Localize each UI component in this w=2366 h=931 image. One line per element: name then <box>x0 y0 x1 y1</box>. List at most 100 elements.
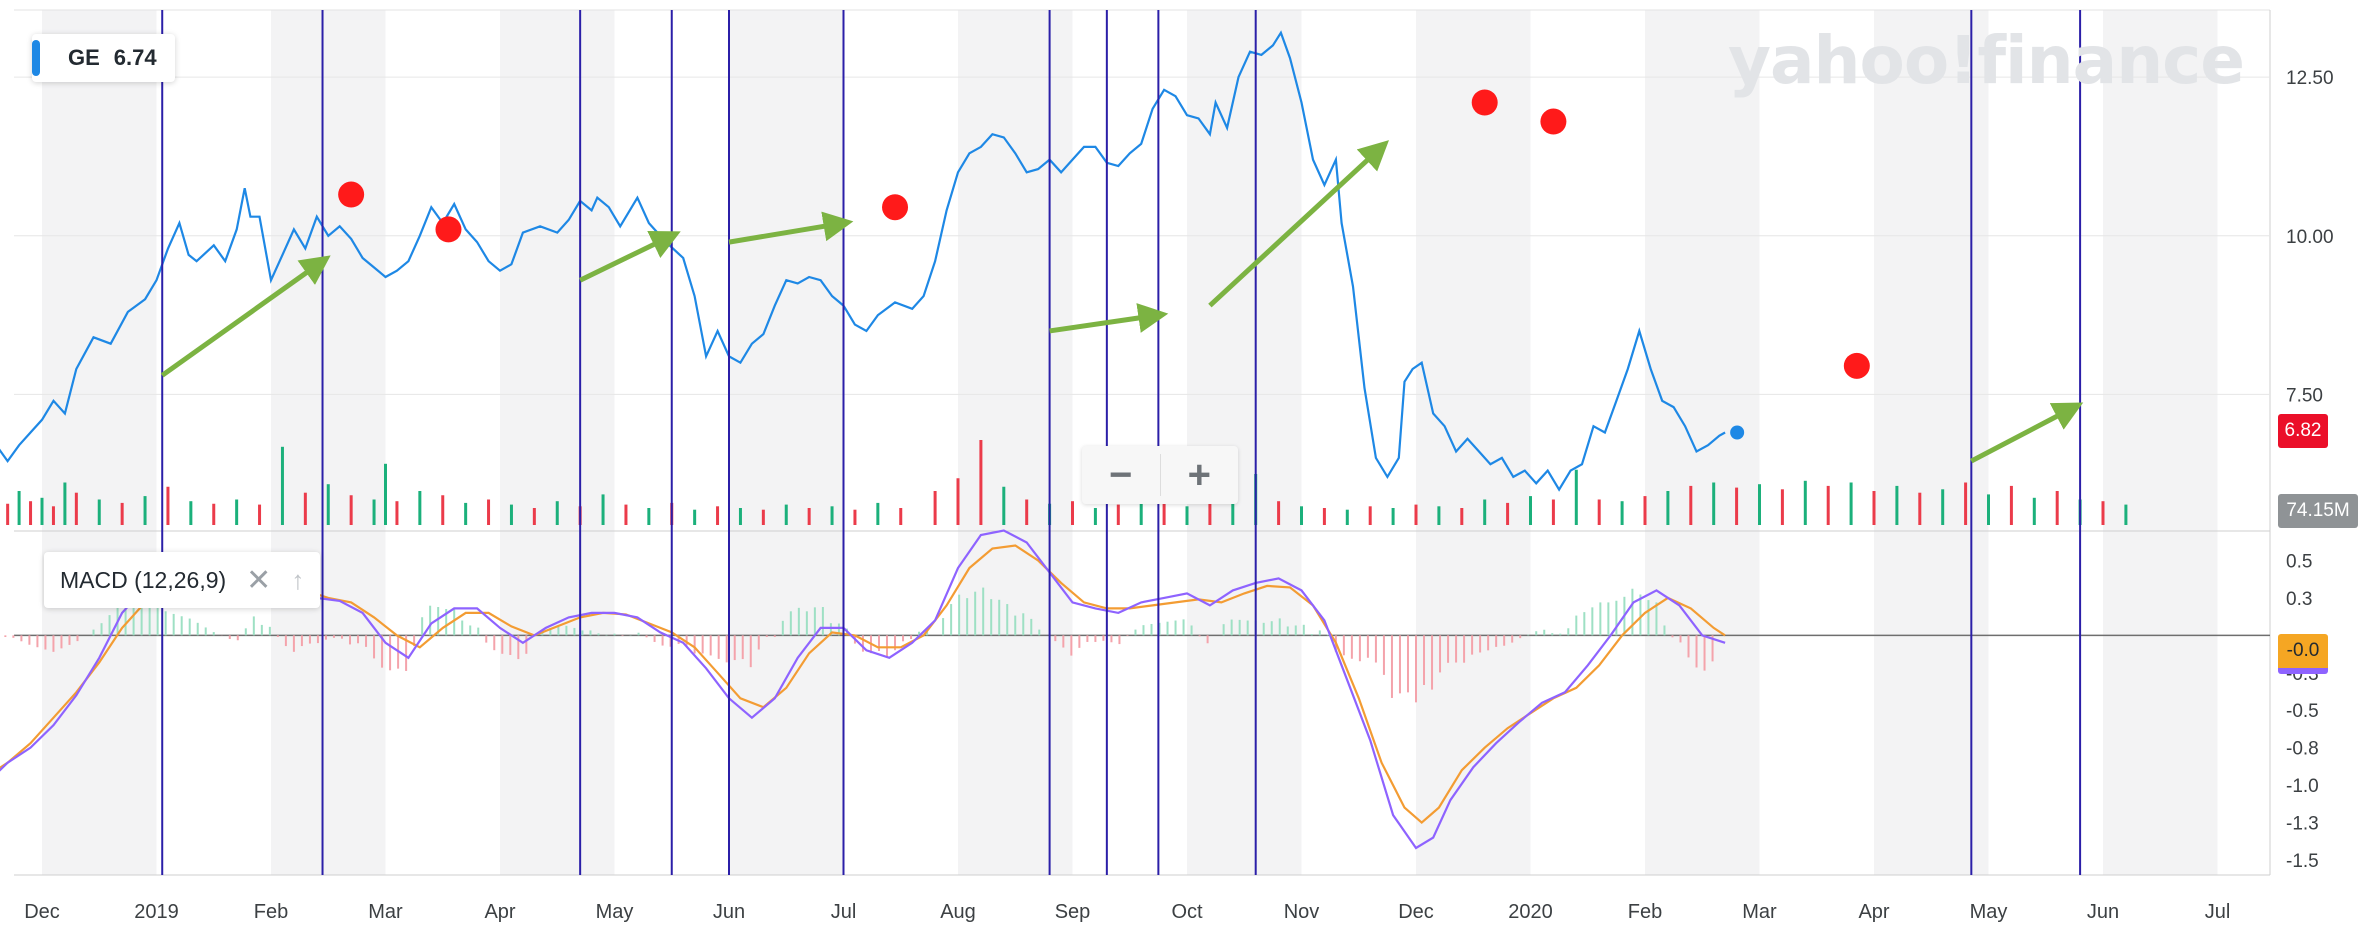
histogram-bar <box>260 624 263 636</box>
histogram-bar <box>1455 635 1458 663</box>
histogram-bar <box>781 620 784 636</box>
volume-bar <box>441 495 445 525</box>
histogram-bar <box>1294 625 1297 636</box>
histogram-bar <box>958 594 961 636</box>
volume-bar <box>1414 504 1418 525</box>
histogram-bar <box>445 608 448 636</box>
volume-bar <box>40 497 44 525</box>
macd-tick-label: 0.3 <box>2286 589 2312 610</box>
macd-tick-label: -1.0 <box>2286 776 2319 797</box>
histogram-bar <box>469 625 472 636</box>
histogram-bar <box>12 635 15 638</box>
volume-bar <box>693 509 697 525</box>
trend-arrow <box>579 230 681 283</box>
close-icon[interactable]: ✕ <box>246 563 272 597</box>
zoom-controls: − + <box>1082 446 1238 504</box>
histogram-bar <box>1559 633 1562 636</box>
histogram-bar <box>990 599 993 636</box>
histogram-bar <box>1439 635 1442 673</box>
axes: 12.5010.007.500.50.3-0.3-0.5-0.8-1.0-1.3… <box>24 68 2333 923</box>
histogram-bar <box>332 635 335 638</box>
histogram-bar <box>1094 635 1097 642</box>
volume-bar <box>624 504 628 525</box>
histogram-bar <box>1078 635 1081 648</box>
histogram-bar <box>132 602 135 636</box>
x-tick-label: Mar <box>1742 901 1777 923</box>
histogram-bar <box>1030 618 1033 636</box>
volume-bar <box>1597 499 1601 525</box>
histogram-bar <box>1382 635 1385 675</box>
histogram-bar <box>1038 629 1041 636</box>
month-bands <box>42 10 2218 875</box>
histogram-bar <box>1447 635 1450 663</box>
volume-bar <box>1574 469 1578 525</box>
zoom-in-button[interactable]: + <box>1187 452 1211 497</box>
histogram-bar <box>1679 635 1682 643</box>
histogram-bar <box>1174 620 1177 636</box>
histogram-bar <box>1158 622 1161 636</box>
month-band <box>500 10 615 875</box>
histogram-bar <box>1302 624 1305 636</box>
histogram-bar <box>1206 635 1209 644</box>
volume-bar <box>601 494 605 525</box>
histogram-bar <box>1310 634 1313 636</box>
histogram-bar <box>589 630 592 636</box>
histogram-bar <box>701 635 704 654</box>
histogram-bar <box>1270 621 1273 636</box>
histogram-bar <box>44 635 47 650</box>
volume-bar <box>1437 506 1441 525</box>
histogram-bar <box>20 635 23 642</box>
histogram-bar <box>52 635 55 652</box>
histogram-bar <box>1647 600 1650 636</box>
x-tick-label: Dec <box>24 901 60 923</box>
month-band <box>1645 10 1760 875</box>
histogram-bar <box>1631 588 1634 636</box>
histogram-bar <box>172 613 175 636</box>
histogram-bar <box>1230 619 1233 636</box>
histogram-bar <box>861 635 864 652</box>
zoom-out-button[interactable]: − <box>1109 452 1133 497</box>
histogram-bar <box>381 635 384 668</box>
volume-bar <box>1689 485 1693 525</box>
histogram-bar <box>1591 607 1594 636</box>
histogram-bar <box>1615 600 1618 636</box>
histogram-bar <box>773 635 776 638</box>
macd-histogram <box>4 587 1714 703</box>
histogram-bar <box>749 635 752 668</box>
histogram-bar <box>1118 635 1121 645</box>
volume-bar <box>17 491 21 525</box>
volume-bar <box>372 499 376 525</box>
histogram-bar <box>902 635 905 642</box>
histogram-bar <box>886 635 889 657</box>
histogram-bar <box>1567 628 1570 636</box>
histogram-bar <box>1278 618 1281 636</box>
volume-bar <box>716 506 720 525</box>
histogram-bar <box>196 622 199 636</box>
histogram-bar <box>693 635 696 654</box>
volume-bar <box>1758 484 1761 525</box>
last-price-tag: 6.82 <box>2278 414 2328 448</box>
histogram-bar <box>974 591 977 636</box>
histogram-bar <box>829 623 832 636</box>
indicator-label[interactable]: MACD (12,26,9) ✕ ↑ <box>44 552 321 608</box>
histogram-bar <box>485 635 488 643</box>
volume-bar <box>29 501 33 525</box>
histogram-bar <box>76 635 79 642</box>
ticker-badge[interactable]: GE 6.74 <box>32 34 175 82</box>
histogram-bar <box>324 635 327 640</box>
histogram-bar <box>1222 624 1225 636</box>
histogram-bar <box>517 635 520 660</box>
vertical-markers <box>161 10 2082 875</box>
histogram-bar <box>60 635 63 649</box>
x-tick-label: May <box>1970 901 2008 923</box>
volume-bar <box>1666 491 1670 525</box>
histogram-bar <box>1342 635 1345 656</box>
volume-bar <box>555 501 559 525</box>
signal-dot <box>1540 108 1567 135</box>
histogram-bar <box>300 635 303 647</box>
arrow-up-icon[interactable]: ↑ <box>291 564 305 595</box>
macd-tick-label: 0.5 <box>2286 551 2312 572</box>
histogram-bar <box>28 635 31 645</box>
volume-bar <box>933 491 937 525</box>
